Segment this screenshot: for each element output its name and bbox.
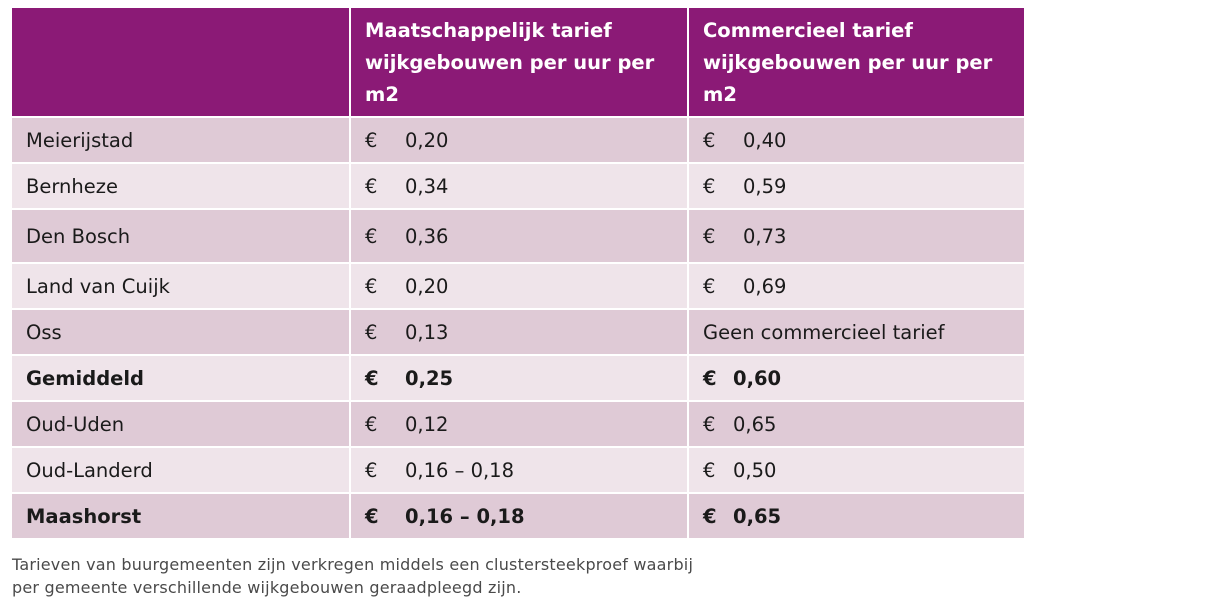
footnote-line-1: Tarieven van buurgemeenten zijn verkrege… bbox=[12, 555, 694, 574]
municipality-cell: Bernheze bbox=[12, 162, 349, 208]
municipality-cell: Oud-Landerd bbox=[12, 446, 349, 492]
commercieel-cell: €0,59 bbox=[687, 162, 1024, 208]
maatschappelijk-cell: €0,16 – 0,18 bbox=[349, 492, 687, 538]
commercieel-value: Geen commercieel tarief bbox=[703, 320, 945, 344]
municipality-cell: Oss bbox=[12, 308, 349, 354]
euro-symbol: € bbox=[703, 128, 716, 152]
table-row: Meierijstad €0,20 €0,40 bbox=[12, 116, 1024, 162]
euro-symbol: € bbox=[365, 224, 378, 248]
table-header: Maatschappelijk tarief wijkgebouwen per … bbox=[12, 8, 1024, 116]
euro-symbol: € bbox=[703, 274, 716, 298]
maatschappelijk-cell: €0,34 bbox=[349, 162, 687, 208]
euro-symbol: € bbox=[365, 174, 378, 198]
municipality-cell: Maashorst bbox=[12, 492, 349, 538]
table-row: Gemiddeld €0,25 €0,60 bbox=[12, 354, 1024, 400]
maatschappelijk-cell: €0,13 bbox=[349, 308, 687, 354]
municipality-cell: Meierijstad bbox=[12, 116, 349, 162]
maatschappelijk-value: 0,25 bbox=[405, 366, 454, 390]
commercieel-value: 0,50 bbox=[733, 458, 777, 482]
tariff-table: Maatschappelijk tarief wijkgebouwen per … bbox=[12, 8, 1024, 538]
euro-symbol: € bbox=[703, 458, 716, 482]
commercieel-cell: €0,69 bbox=[687, 262, 1024, 308]
commercieel-value: 0,65 bbox=[733, 504, 782, 528]
table-row: Oss €0,13 Geen commercieel tarief bbox=[12, 308, 1024, 354]
commercieel-cell: €0,65 bbox=[687, 492, 1024, 538]
commercieel-cell: €0,73 bbox=[687, 208, 1024, 262]
table-row: Land van Cuijk €0,20 €0,69 bbox=[12, 262, 1024, 308]
euro-symbol: € bbox=[703, 174, 716, 198]
euro-symbol: € bbox=[703, 504, 717, 528]
maatschappelijk-value: 0,34 bbox=[405, 174, 449, 198]
footnote: Tarieven van buurgemeenten zijn verkrege… bbox=[12, 553, 812, 599]
maatschappelijk-cell: €0,25 bbox=[349, 354, 687, 400]
header-municipality bbox=[12, 8, 349, 116]
euro-symbol: € bbox=[703, 366, 717, 390]
maatschappelijk-cell: €0,36 bbox=[349, 208, 687, 262]
municipality-cell: Den Bosch bbox=[12, 208, 349, 262]
maatschappelijk-value: 0,16 – 0,18 bbox=[405, 458, 514, 482]
maatschappelijk-value: 0,36 bbox=[405, 224, 449, 248]
table-row: Oud-Landerd €0,16 – 0,18 €0,50 bbox=[12, 446, 1024, 492]
euro-symbol: € bbox=[365, 458, 378, 482]
euro-symbol: € bbox=[365, 128, 378, 152]
maatschappelijk-value: 0,20 bbox=[405, 274, 449, 298]
maatschappelijk-value: 0,13 bbox=[405, 320, 449, 344]
municipality-cell: Land van Cuijk bbox=[12, 262, 349, 308]
commercieel-value: 0,59 bbox=[743, 174, 787, 198]
table-row: Oud-Uden €0,12 €0,65 bbox=[12, 400, 1024, 446]
commercieel-cell: €0,50 bbox=[687, 446, 1024, 492]
table-row: Maashorst €0,16 – 0,18 €0,65 bbox=[12, 492, 1024, 538]
maatschappelijk-value: 0,16 – 0,18 bbox=[405, 504, 525, 528]
maatschappelijk-value: 0,20 bbox=[405, 128, 449, 152]
footnote-line-2: per gemeente verschillende wijkgebouwen … bbox=[12, 578, 522, 597]
euro-symbol: € bbox=[365, 274, 378, 298]
euro-symbol: € bbox=[365, 412, 378, 436]
euro-symbol: € bbox=[703, 412, 716, 436]
municipality-cell: Oud-Uden bbox=[12, 400, 349, 446]
euro-symbol: € bbox=[365, 320, 378, 344]
commercieel-cell: €0,65 bbox=[687, 400, 1024, 446]
maatschappelijk-value: 0,12 bbox=[405, 412, 449, 436]
header-maatschappelijk-tarief: Maatschappelijk tarief wijkgebouwen per … bbox=[349, 8, 687, 116]
table-row: Bernheze €0,34 €0,59 bbox=[12, 162, 1024, 208]
table-body: Meierijstad €0,20 €0,40 Bernheze €0,34 €0,59 D… bbox=[12, 116, 1024, 538]
commercieel-value: 0,40 bbox=[743, 128, 787, 152]
municipality-cell: Gemiddeld bbox=[12, 354, 349, 400]
maatschappelijk-cell: €0,16 – 0,18 bbox=[349, 446, 687, 492]
commercieel-value: 0,65 bbox=[733, 412, 777, 436]
header-row: Maatschappelijk tarief wijkgebouwen per … bbox=[12, 8, 1024, 116]
header-commercieel-tarief: Commercieel tarief wijkgebouwen per uur … bbox=[687, 8, 1024, 116]
commercieel-cell: Geen commercieel tarief bbox=[687, 308, 1024, 354]
commercieel-cell: €0,60 bbox=[687, 354, 1024, 400]
commercieel-value: 0,69 bbox=[743, 274, 787, 298]
euro-symbol: € bbox=[365, 366, 379, 390]
commercieel-cell: €0,40 bbox=[687, 116, 1024, 162]
maatschappelijk-cell: €0,20 bbox=[349, 116, 687, 162]
maatschappelijk-cell: €0,12 bbox=[349, 400, 687, 446]
commercieel-value: 0,60 bbox=[733, 366, 782, 390]
commercieel-value: 0,73 bbox=[743, 224, 787, 248]
table-row: Den Bosch €0,36 €0,73 bbox=[12, 208, 1024, 262]
maatschappelijk-cell: €0,20 bbox=[349, 262, 687, 308]
euro-symbol: € bbox=[703, 224, 716, 248]
euro-symbol: € bbox=[365, 504, 379, 528]
